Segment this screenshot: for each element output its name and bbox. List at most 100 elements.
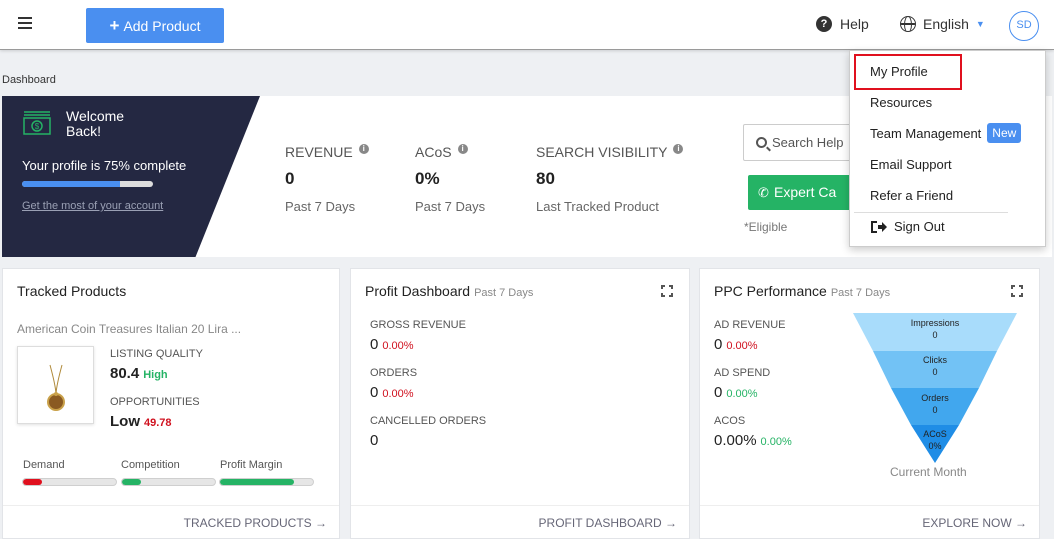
metric-sub: Past 7 Days (415, 199, 486, 214)
add-product-button[interactable]: + Add Product (86, 8, 224, 43)
money-icon: $ (23, 111, 51, 135)
search-icon (756, 137, 767, 148)
menu-item-label: Sign Out (894, 219, 945, 234)
gross-revenue-label: GROSS REVENUE (370, 319, 466, 331)
menu-item-label: My Profile (870, 64, 928, 79)
menu-item-sign-out[interactable]: Sign Out (870, 219, 945, 234)
product-name[interactable]: American Coin Treasures Italian 20 Lira … (17, 322, 242, 336)
ad-revenue-value: 0 0.00% (714, 336, 758, 353)
listing-quality-number: 80.4 (110, 365, 140, 382)
listing-quality-label: LISTING QUALITY (110, 348, 203, 360)
top-bar: + Add Product ? Help English ▼ SD (0, 0, 1054, 50)
welcome-panel: $ Welcome Back! Your profile is 75% comp… (2, 96, 260, 257)
stat-change: 0.00% (382, 388, 414, 400)
funnel-label: Orders (921, 393, 949, 403)
acos-label: ACOS (714, 415, 746, 427)
expand-icon[interactable] (661, 285, 673, 297)
expand-icon[interactable] (1011, 285, 1023, 297)
menu-item-my-profile[interactable]: My Profile (870, 64, 928, 79)
search-help-input[interactable]: Search Help (743, 124, 863, 161)
welcome-title: Welcome Back! (66, 108, 125, 139)
funnel-value: 0 (932, 330, 938, 340)
menu-item-email-support[interactable]: Email Support (870, 157, 952, 172)
stat-change: 0.00% (382, 340, 414, 352)
profile-completion-text: Your profile is 75% complete (22, 158, 187, 173)
profit-dashboard-link[interactable]: PROFIT DASHBOARD → (538, 516, 677, 530)
stat-number: 0 (714, 336, 723, 353)
sign-out-icon (871, 220, 887, 233)
get-most-link[interactable]: Get the most of your account (22, 200, 164, 212)
metric-sub: Last Tracked Product (536, 199, 659, 214)
language-selector[interactable]: English ▼ (900, 16, 985, 32)
stat-number: 0 (370, 384, 379, 401)
metric-value: 0 (285, 169, 295, 188)
metric-value: 0% (415, 169, 440, 188)
product-image[interactable] (17, 346, 94, 424)
expert-call-button[interactable]: ✆ Expert Ca (748, 175, 863, 210)
card-title: PPC Performance Past 7 Days (714, 283, 890, 299)
demand-bar (22, 478, 117, 486)
opportunities-score: 49.78 (144, 417, 172, 429)
user-avatar[interactable]: SD (1009, 11, 1039, 41)
opportunities-value: Low 49.78 (110, 413, 172, 430)
menu-item-label: Resources (870, 95, 933, 110)
help-link[interactable]: ? Help (816, 16, 869, 32)
funnel-value: 0 (932, 405, 938, 415)
opportunities-label: OPPORTUNITIES (110, 396, 200, 408)
demand-label: Demand (23, 459, 65, 471)
profit-margin-label: Profit Margin (220, 459, 283, 471)
tracked-products-link[interactable]: TRACKED PRODUCTS → (183, 516, 327, 530)
eligible-note: *Eligible (744, 220, 788, 234)
metric-value: 80 (536, 169, 555, 188)
menu-item-label: Team Management (870, 125, 982, 141)
funnel-value: 0% (928, 441, 942, 451)
explore-now-link[interactable]: EXPLORE NOW → (922, 516, 1027, 530)
funnel-label: Clicks (923, 355, 947, 365)
menu-item-refer-a-friend[interactable]: Refer a Friend (870, 188, 953, 203)
stat-change: 0.00% (726, 388, 758, 400)
demand-bar-fill (23, 479, 42, 485)
stat-number: 0 (370, 432, 379, 449)
funnel-caption: Current Month (890, 465, 967, 479)
competition-label: Competition (121, 459, 180, 471)
ppc-subtitle: Past 7 Days (830, 287, 891, 299)
stat-change: 0.00% (726, 340, 758, 352)
orders-label: ORDERS (370, 367, 418, 379)
question-icon: ? (816, 16, 832, 32)
menu-item-label: Email Support (870, 157, 952, 172)
competition-bar-fill (122, 479, 141, 485)
plus-icon: + (109, 16, 120, 35)
add-product-label: Add Product (123, 18, 201, 34)
hamburger-menu-icon[interactable] (18, 17, 32, 29)
menu-item-label: Refer a Friend (870, 188, 954, 203)
info-icon[interactable]: i (457, 144, 468, 154)
listing-quality-tag: High (143, 369, 168, 381)
card-title: Profit Dashboard Past 7 Days (365, 283, 533, 299)
funnel-label: ACoS (923, 429, 947, 439)
info-icon[interactable]: i (358, 144, 369, 154)
metric-revenue: REVENUE i 0 Past 7 Days (285, 144, 369, 214)
funnel-acos: ACoS 0% (895, 428, 975, 452)
competition-bar (121, 478, 216, 486)
profit-title: Profit Dashboard (365, 283, 471, 299)
menu-item-resources[interactable]: Resources (870, 95, 932, 110)
menu-item-team-management[interactable]: Team Management New (870, 123, 1022, 143)
funnel-label: Impressions (910, 318, 960, 328)
funnel-clicks: Clicks 0 (895, 354, 975, 378)
opportunities-level: Low (110, 413, 140, 430)
caret-down-icon: ▼ (975, 19, 985, 29)
tracked-products-card: Tracked Products American Coin Treasures… (2, 268, 340, 539)
funnel-value: 0 (932, 367, 938, 377)
menu-divider (854, 212, 1008, 213)
breadcrumb: Dashboard (2, 74, 56, 86)
funnel-shape (853, 313, 1017, 463)
listing-quality-value: 80.4 High (110, 365, 168, 382)
profile-progress-bar (22, 181, 153, 187)
gross-revenue-value: 0 0.00% (370, 336, 414, 353)
ppc-title: PPC Performance (714, 283, 827, 299)
info-icon[interactable]: i (673, 144, 684, 154)
ad-revenue-label: AD REVENUE (714, 319, 786, 331)
metric-label: SEARCH VISIBILITY (536, 144, 668, 160)
metric-label: ACoS (415, 144, 452, 160)
